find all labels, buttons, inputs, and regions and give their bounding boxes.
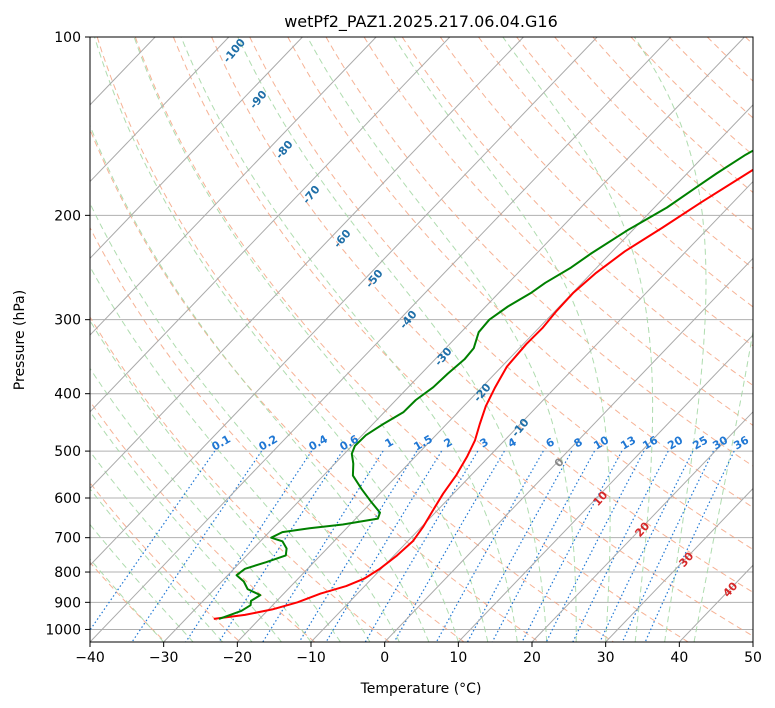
- moist-adiabat: [393, 37, 611, 642]
- axes: −40 −30 −20 −10 0 10 20 30 40 50 100 200 300 400 500 60…: [45, 30, 762, 666]
- x-tick-label: −10: [296, 650, 326, 666]
- isotherm: [90, 37, 230, 183]
- dry-adiabat: [478, 37, 753, 308]
- isotherm: [310, 180, 753, 642]
- mixing-ratio-line: [491, 450, 596, 642]
- x-tick-label: 50: [744, 650, 762, 666]
- x-tick-label: 30: [597, 650, 615, 666]
- y-tick-label: 200: [54, 208, 81, 224]
- x-tick-label: 40: [670, 650, 688, 666]
- dry-adiabat: [592, 37, 753, 194]
- moist-adiabat: [90, 319, 341, 642]
- dry-adiabats: [90, 37, 753, 642]
- y-tick-label: 1000: [45, 622, 81, 638]
- dry-adiabat: [516, 37, 753, 269]
- dewpoint-profile: [218, 149, 753, 620]
- x-tick-label: 10: [449, 650, 467, 666]
- isotherm: [457, 334, 753, 642]
- moist-adiabat: [633, 37, 707, 642]
- y-tick-label: 300: [54, 313, 81, 329]
- mixing-ratio-line: [393, 450, 505, 642]
- dry-adiabat: [249, 37, 753, 551]
- isotherm: [163, 37, 745, 642]
- dry-adiabat: [630, 37, 753, 156]
- mixing-ratio-line: [298, 450, 418, 642]
- isotherm: [90, 37, 451, 413]
- mixing-ratio-line: [466, 450, 573, 642]
- isotherm: [90, 37, 303, 260]
- x-tick-label: 0: [380, 650, 389, 666]
- dry-adiabat: [439, 37, 753, 347]
- mixing-ratio-line: [131, 450, 263, 642]
- isotherm: [531, 411, 753, 642]
- isotherm: [605, 487, 753, 642]
- isotherm: [384, 257, 753, 642]
- isotherm: [90, 37, 377, 336]
- x-tick-label: −20: [223, 650, 253, 666]
- y-tick-label: 900: [54, 595, 81, 611]
- mixing-ratio-line: [364, 450, 479, 642]
- moist-adiabat: [693, 328, 753, 642]
- y-tick-label: 800: [54, 565, 81, 581]
- y-tick-label: 500: [54, 444, 81, 460]
- dry-adiabat: [90, 316, 390, 642]
- x-tick-label: −30: [149, 650, 179, 666]
- y-tick-label: 100: [54, 30, 81, 46]
- mixing-ratio-line: [621, 450, 714, 642]
- dry-adiabat: [325, 37, 753, 467]
- moist-adiabat: [90, 450, 253, 642]
- y-axis-label: Pressure (hPa): [12, 290, 28, 390]
- isotherms: [90, 37, 753, 642]
- x-axis-label: Temperature (°C): [360, 681, 482, 697]
- mixing-ratio-line: [599, 450, 694, 642]
- y-tick-label: 600: [54, 491, 81, 507]
- profile-series: [213, 149, 753, 620]
- moist-adiabat: [90, 265, 371, 642]
- dry-adiabat: [90, 128, 540, 642]
- x-tick-label: 20: [523, 650, 541, 666]
- isotherm: [90, 37, 598, 566]
- dry-adiabat: [90, 226, 465, 642]
- y-tick-label: 400: [54, 387, 81, 403]
- mixing-ratio-line: [435, 450, 544, 642]
- dry-adiabat: [134, 37, 689, 642]
- mixing-ratio-line: [90, 450, 216, 632]
- mixing-ratio-lines: [90, 450, 735, 642]
- dry-adiabat: [211, 37, 753, 593]
- y-tick-label: 700: [54, 531, 81, 547]
- isotherm: [90, 37, 524, 490]
- dry-adiabat: [90, 481, 241, 642]
- moist-adiabat: [90, 124, 430, 642]
- dry-adiabat: [401, 37, 753, 386]
- isotherm: [90, 37, 672, 642]
- moist-adiabat: [306, 37, 577, 642]
- dry-adiabat: [363, 37, 753, 426]
- moist-adiabat: [94, 37, 459, 642]
- chart-title: wetPf2_PAZ1.2025.217.06.04.G16: [284, 12, 558, 32]
- x-tick-label: −40: [75, 650, 105, 666]
- mixing-ratio-line: [325, 450, 443, 642]
- isotherm: [236, 104, 753, 642]
- temperature-profile: [213, 168, 753, 620]
- moist-adiabat: [90, 202, 400, 642]
- mixing-ratio-line: [521, 450, 623, 642]
- moist-adiabat: [133, 37, 489, 642]
- pressure-grid: [90, 37, 753, 630]
- plot-frame: [89, 36, 754, 643]
- moist-adiabat: [180, 37, 518, 642]
- dry-adiabat: [172, 37, 753, 637]
- mixing-ratio-line: [262, 450, 384, 642]
